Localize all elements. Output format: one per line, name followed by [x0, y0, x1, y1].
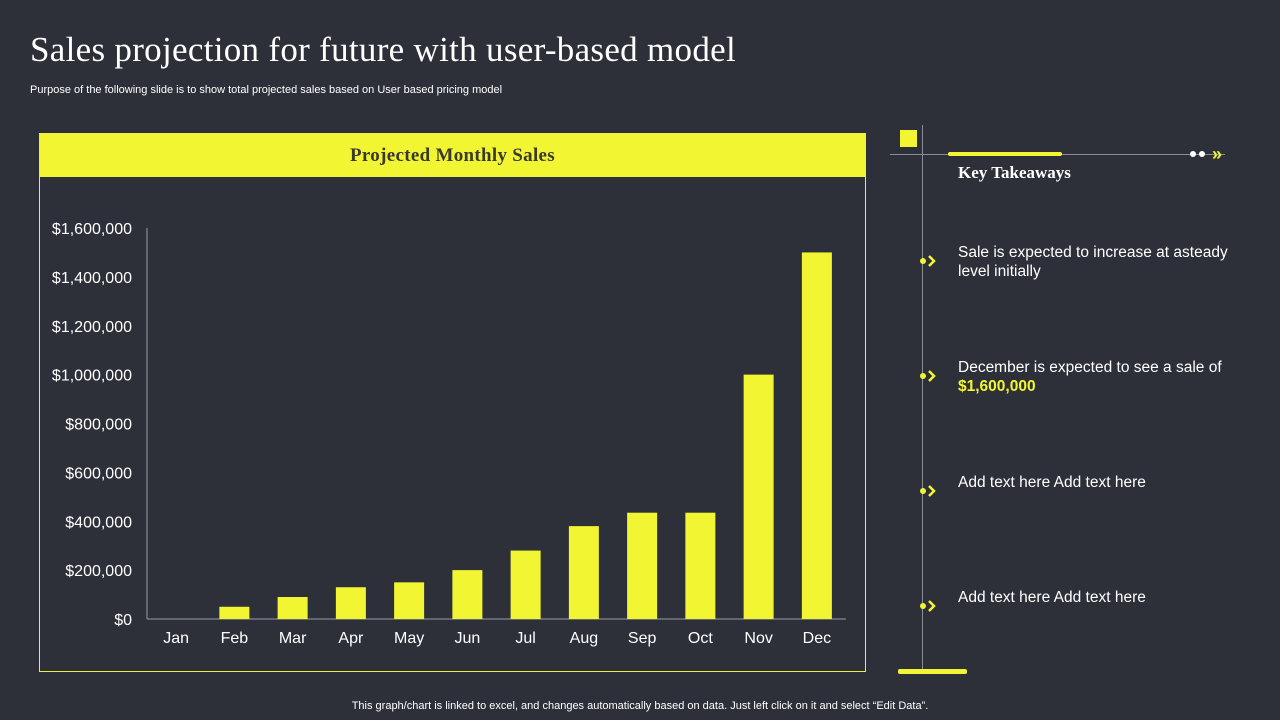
takeaway-text-4: Add text here Add text here — [958, 588, 1248, 607]
y-tick-label: $1,600,000 — [52, 221, 132, 238]
accent-bar — [948, 152, 1062, 156]
x-tick-label: Oct — [688, 630, 713, 647]
chart-header: Projected Monthly Sales — [40, 134, 865, 177]
x-tick-label: Sep — [628, 630, 657, 647]
double-chevron-icon — [918, 484, 942, 498]
x-tick-label: Nov — [744, 630, 772, 647]
y-tick-label: $600,000 — [65, 465, 132, 482]
takeaways-vertical-line — [922, 125, 923, 670]
takeaway-text-3: Add text here Add text here — [958, 473, 1248, 492]
y-tick-label: $200,000 — [65, 563, 132, 580]
x-tick-label: Apr — [338, 630, 364, 647]
y-tick-label: $1,400,000 — [52, 270, 132, 287]
y-tick-label: $1,200,000 — [52, 319, 132, 336]
x-tick-label: Aug — [570, 630, 598, 647]
x-tick-label: Mar — [279, 630, 307, 647]
y-tick-label: $0 — [114, 612, 132, 629]
x-tick-label: Jan — [163, 630, 189, 647]
takeaway-text: Add text here Add text here — [958, 589, 1146, 606]
slide-subtitle: Purpose of the following slide is to sho… — [30, 84, 503, 96]
x-tick-label: Feb — [221, 630, 249, 647]
bottom-accent-bar — [898, 669, 967, 674]
x-tick-label: Jun — [454, 630, 480, 647]
takeaway-text: Sale is expected to increase at asteady … — [958, 244, 1228, 280]
bar-jun[interactable] — [452, 570, 483, 619]
bar-aug[interactable] — [568, 526, 599, 619]
slide-title: Sales projection for future with user-ba… — [30, 30, 737, 69]
y-tick-label: $400,000 — [65, 514, 132, 531]
bar-sep[interactable] — [627, 512, 658, 619]
takeaway-text-1: Sale is expected to increase at asteady … — [958, 243, 1248, 281]
bar-mar[interactable] — [277, 597, 308, 619]
chart-title: Projected Monthly Sales — [350, 144, 555, 166]
bar-feb[interactable] — [219, 606, 250, 619]
takeaway-text-2: December is expected to see a sale of $1… — [958, 358, 1248, 396]
takeaways-title: Key Takeaways — [958, 163, 1071, 182]
takeaway-text: Add text here Add text here — [958, 474, 1146, 491]
y-tick-label: $1,000,000 — [52, 368, 132, 385]
bar-apr[interactable] — [335, 587, 366, 619]
x-tick-label: May — [394, 630, 424, 647]
square-icon — [900, 130, 917, 147]
y-tick-label: $800,000 — [65, 417, 132, 434]
double-chevron-icon — [918, 599, 942, 613]
double-chevron-icon — [918, 254, 942, 268]
double-chevron-icon — [918, 369, 942, 383]
bar-oct[interactable] — [685, 512, 716, 619]
dots-arrow-icon: » — [1190, 145, 1222, 163]
takeaway-highlight: $1,600,000 — [958, 378, 1036, 395]
bar-chart[interactable]: $0 $200,000 $400,000 $600,000 $800,000 $1,000… — [40, 134, 865, 671]
x-tick-label: Dec — [803, 630, 831, 647]
x-tick-label: Jul — [515, 630, 535, 647]
chart-panel[interactable]: Projected Monthly Sales $0 $200,000 $400,0… — [39, 133, 866, 672]
bar-dec[interactable] — [801, 252, 832, 619]
takeaway-text: December is expected to see a sale of — [958, 359, 1222, 376]
bar-may[interactable] — [394, 582, 425, 619]
bar-nov[interactable] — [743, 374, 774, 619]
bar-jul[interactable] — [510, 550, 541, 619]
footer-note: This graph/chart is linked to excel, and… — [351, 700, 929, 712]
